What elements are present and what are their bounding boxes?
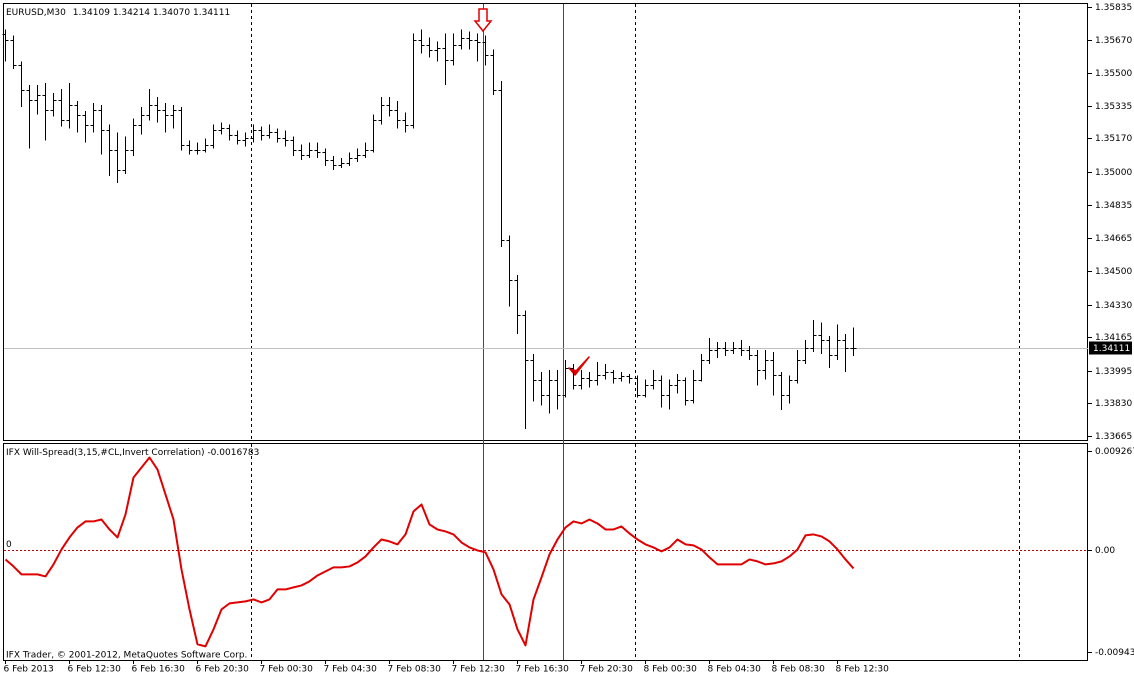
x-tick-label: 6 Feb 20:30 [196, 665, 250, 675]
x-tick-label: 7 Feb 12:30 [452, 665, 506, 675]
x-tick-label: 8 Feb 00:30 [644, 665, 698, 675]
x-tick-label: 6 Feb 12:30 [68, 665, 122, 675]
x-tick-label: 8 Feb 12:30 [836, 665, 890, 675]
indicator-panel [3, 443, 1088, 661]
indicator-line [4, 456, 855, 648]
y-tick-label: 1.35170 [1095, 134, 1132, 144]
current-price-label: 1.34111 [1093, 344, 1130, 354]
x-tick-label: 7 Feb 20:30 [580, 665, 634, 675]
x-tick-label: 6 Feb 16:30 [132, 665, 186, 675]
price-header: EURUSD,M30 1.34109 1.34214 1.34070 1.341… [6, 8, 230, 18]
x-tick-label: 7 Feb 08:30 [388, 665, 442, 675]
y-tick-label: 1.35500 [1095, 69, 1132, 79]
ohlc-open: 1.34109 [73, 8, 110, 18]
y-tick-label: 1.33830 [1095, 399, 1132, 409]
y-tick-label: 1.35835 [1095, 3, 1132, 13]
y-tick-label: 1.34835 [1095, 201, 1132, 211]
x-tick-label: 7 Feb 04:30 [324, 665, 378, 675]
ohlc-low: 1.34070 [153, 8, 190, 18]
symbol: EURUSD,M30 [6, 8, 66, 18]
y-tick-label: 0.009267 [1095, 447, 1134, 457]
x-tick-label: 6 Feb 2013 [4, 665, 54, 675]
price-panel [3, 3, 1088, 441]
indicator-name: IFX Will-Spread(3,15,#CL,Invert Correlat… [6, 448, 205, 458]
ohlc-bars [2, 29, 1088, 430]
level-label: 0 [6, 540, 12, 550]
y-tick-label: 1.35335 [1095, 102, 1132, 112]
y-tick-label: 1.34330 [1095, 301, 1132, 311]
y-tick-label: -0.009434 [1095, 648, 1134, 658]
x-tick-label: 7 Feb 00:30 [260, 665, 314, 675]
y-tick-label: 0.00 [1095, 546, 1115, 556]
y-tick-label: 1.34165 [1095, 333, 1132, 343]
current-price-box [1089, 341, 1132, 355]
y-tick-label: 1.34500 [1095, 267, 1132, 277]
x-tick-label: 8 Feb 08:30 [772, 665, 826, 675]
x-tick-label: 8 Feb 04:30 [708, 665, 762, 675]
copyright: IFX Trader, © 2001-2012, MetaQuotes Soft… [6, 651, 247, 661]
ohlc-close: 1.34111 [193, 8, 230, 18]
x-tick-label: 7 Feb 16:30 [516, 665, 570, 675]
y-tick-label: 1.34665 [1095, 234, 1132, 244]
y-tick-label: 1.33995 [1095, 367, 1132, 377]
y-tick-label: 1.33665 [1095, 432, 1132, 442]
period-separators [251, 4, 1020, 660]
indicator-header: IFX Will-Spread(3,15,#CL,Invert Correlat… [6, 448, 259, 458]
check-mark [568, 356, 590, 376]
vertical-markers [483, 4, 564, 660]
y-tick-label: 1.35670 [1095, 36, 1132, 46]
y-tick-label: 1.35000 [1095, 168, 1132, 178]
indicator-value: -0.0016783 [207, 448, 259, 458]
sell-arrow [473, 8, 493, 33]
ohlc-high: 1.34214 [113, 8, 150, 18]
